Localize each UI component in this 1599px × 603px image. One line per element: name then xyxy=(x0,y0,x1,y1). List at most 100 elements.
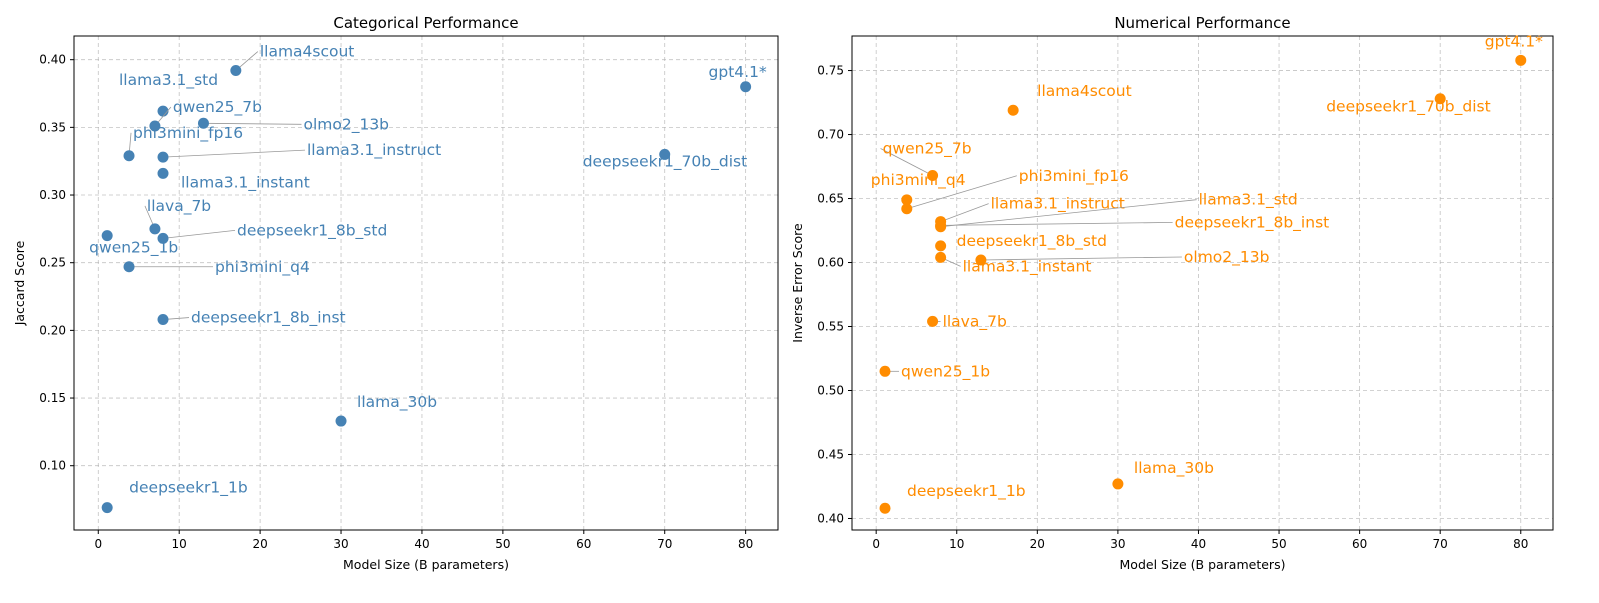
leader-line xyxy=(940,203,989,222)
panel-2: 0 10 20 30 40 50 60 70 80 0.40 0.45 0.50 0.55 0.60 0.6… xyxy=(790,14,1554,572)
point-label: llama3.1_instruct xyxy=(991,195,1125,214)
leader-line xyxy=(162,149,306,158)
x-tick-label: 40 xyxy=(1191,537,1206,551)
leader-line xyxy=(203,122,302,125)
y-tick-label: 0.25 xyxy=(39,256,66,270)
chart-title: Numerical Performance xyxy=(1114,14,1290,32)
data-point xyxy=(101,502,113,514)
y-tick-label: 0.40 xyxy=(39,53,66,67)
point-label: llama3.1_instant xyxy=(181,173,310,192)
data-point xyxy=(123,261,135,273)
point-label: qwen25_1b xyxy=(89,239,178,258)
y-tick-label: 0.15 xyxy=(39,391,66,405)
point-label: llama_30b xyxy=(357,393,437,412)
y-axis-label: Jaccard Score xyxy=(12,240,27,326)
x-tick-label: 10 xyxy=(172,537,187,551)
y-tick-label: 0.70 xyxy=(817,128,844,142)
data-point xyxy=(1434,93,1446,105)
plot-frame xyxy=(73,35,779,531)
data-point xyxy=(901,194,913,206)
y-axis-label: Inverse Error Score xyxy=(790,223,805,343)
panel-1: 0 10 20 30 40 50 60 70 80 0.10 0.15 0.20 0.25 0.30 0.3… xyxy=(12,14,779,572)
point-label: llama3.1_std xyxy=(119,71,218,90)
x-tick-label: 20 xyxy=(252,537,267,551)
point-label: llama4scout xyxy=(260,43,355,61)
point-label: deepseekr1_1b xyxy=(907,482,1026,501)
point-label: phi3mini_fp16 xyxy=(133,124,243,143)
data-point xyxy=(879,502,891,514)
point-label: llama3.1_std xyxy=(1199,191,1298,210)
point-label: llama3.1_instant xyxy=(963,257,1092,276)
y-tick-label: 0.65 xyxy=(817,192,844,206)
y-tick-label: 0.40 xyxy=(817,511,844,525)
point-label: qwen25_1b xyxy=(901,362,990,381)
data-point xyxy=(1515,54,1527,66)
point-label: deepseekr1_8b_std xyxy=(957,232,1107,251)
leader-line xyxy=(162,229,236,239)
data-point xyxy=(149,120,161,132)
point-label: deepseekr1_8b_inst xyxy=(1175,213,1330,232)
y-tick-label: 0.35 xyxy=(39,120,66,134)
data-point xyxy=(1112,478,1124,490)
point-label: llama3.1_instruct xyxy=(307,141,441,160)
leader-line xyxy=(906,175,1017,210)
data-point xyxy=(927,315,939,327)
data-point xyxy=(157,151,169,163)
point-label: phi3mini_fp16 xyxy=(1019,167,1129,186)
chart-title: Categorical Performance xyxy=(333,14,518,32)
y-tick-label: 0.20 xyxy=(39,323,66,337)
x-tick-label: 50 xyxy=(495,537,510,551)
data-point xyxy=(335,415,347,427)
data-point xyxy=(901,203,913,215)
point-label: llama_30b xyxy=(1134,459,1214,478)
x-tick-label: 30 xyxy=(333,537,348,551)
data-point xyxy=(230,65,242,77)
data-point xyxy=(935,251,947,263)
data-point xyxy=(935,240,947,252)
point-label: olmo2_13b xyxy=(303,115,389,134)
data-point xyxy=(101,230,113,242)
data-point xyxy=(927,169,939,181)
point-label: gpt4.1* xyxy=(1485,32,1543,50)
data-point xyxy=(123,150,135,162)
y-tick-label: 0.55 xyxy=(817,320,844,334)
y-tick-label: 0.30 xyxy=(39,188,66,202)
leader-line xyxy=(940,199,1197,228)
x-tick-label: 10 xyxy=(949,537,964,551)
x-tick-label: 40 xyxy=(414,537,429,551)
data-point xyxy=(935,219,947,231)
leader-line xyxy=(880,148,933,176)
data-point xyxy=(1007,104,1019,116)
point-label: deepseekr1_1b xyxy=(129,479,248,498)
point-label: qwen25_7b xyxy=(883,139,972,158)
point-label: deepseekr1_70b_dist xyxy=(583,152,747,171)
point-label: gpt4.1* xyxy=(709,63,767,81)
x-tick-label: 30 xyxy=(1110,537,1125,551)
point-label: olmo2_13b xyxy=(1184,248,1270,267)
x-tick-label: 80 xyxy=(1513,537,1528,551)
data-point xyxy=(879,365,891,377)
point-label: deepseekr1_8b_inst xyxy=(191,309,346,328)
x-tick-label: 60 xyxy=(576,537,591,551)
x-tick-label: 20 xyxy=(1030,537,1045,551)
x-axis-label: Model Size (B parameters) xyxy=(343,557,509,572)
point-label: phi3mini_q4 xyxy=(871,171,966,190)
x-tick-label: 50 xyxy=(1271,537,1286,551)
y-tick-label: 0.45 xyxy=(817,447,844,461)
y-tick-label: 0.75 xyxy=(817,64,844,78)
leader-line xyxy=(980,256,1182,261)
y-tick-label: 0.50 xyxy=(817,384,844,398)
data-point xyxy=(975,254,987,266)
data-point xyxy=(149,223,161,235)
x-tick-label: 0 xyxy=(872,537,880,551)
leader-line xyxy=(940,222,1173,226)
x-tick-label: 80 xyxy=(738,537,753,551)
x-axis-label: Model Size (B parameters) xyxy=(1120,557,1286,572)
point-label: llava_7b xyxy=(943,312,1007,331)
point-label: llava_7b xyxy=(147,197,211,216)
point-label: deepseekr1_8b_std xyxy=(237,221,387,240)
x-tick-label: 0 xyxy=(94,537,102,551)
data-point xyxy=(197,117,209,129)
x-tick-label: 60 xyxy=(1352,537,1367,551)
